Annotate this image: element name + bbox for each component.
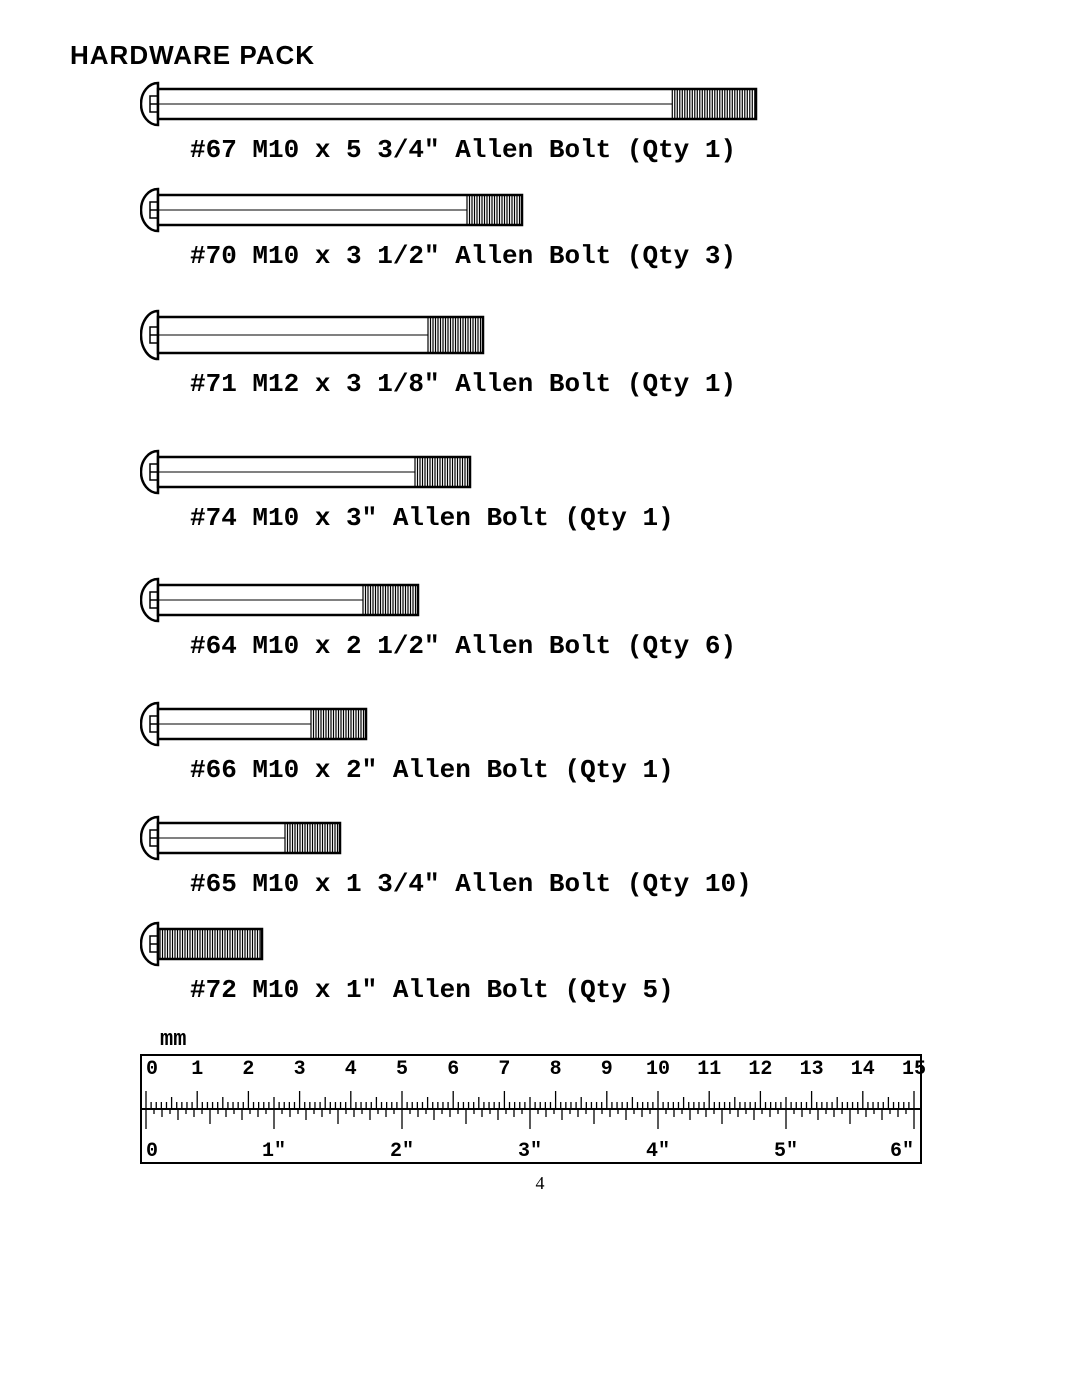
bolt-label: #65 M10 x 1 3/4" Allen Bolt (Qty 10) <box>190 869 1010 899</box>
ruler-cm-number: 6 <box>447 1058 459 1081</box>
bolt-icon <box>140 309 503 361</box>
bolt-icon <box>140 815 360 861</box>
ruler-cm-number: 15 <box>902 1058 926 1081</box>
bolt-icon <box>140 81 776 127</box>
bolt-icon <box>140 921 282 967</box>
ruler-inch-number: 5" <box>774 1140 798 1163</box>
ruler-cm-number: 0 <box>146 1058 158 1081</box>
page-title: HARDWARE PACK <box>70 40 1010 71</box>
bolt-icon <box>140 187 542 233</box>
bolt-label: #72 M10 x 1" Allen Bolt (Qty 5) <box>190 975 1010 1005</box>
ruler-inch-number: 4" <box>646 1140 670 1163</box>
bolt-label: #71 M12 x 3 1/8" Allen Bolt (Qty 1) <box>190 369 1010 399</box>
ruler-cm-number: 13 <box>800 1058 824 1081</box>
ruler-cm-number: 3 <box>294 1058 306 1081</box>
ruler-cm-number: 4 <box>345 1058 357 1081</box>
ruler-cm-number: 8 <box>550 1058 562 1081</box>
bolts-list: #67 M10 x 5 3/4" Allen Bolt (Qty 1) #70 M… <box>70 81 1010 1005</box>
ruler-inch-number: 3" <box>518 1140 542 1163</box>
bolt-item: #64 M10 x 2 1/2" Allen Bolt (Qty 6) <box>140 577 1010 661</box>
bolt-item: #67 M10 x 5 3/4" Allen Bolt (Qty 1) <box>140 81 1010 165</box>
bolt-icon <box>140 449 490 495</box>
ruler-cm-number: 14 <box>851 1058 875 1081</box>
bolt-item: #70 M10 x 3 1/2" Allen Bolt (Qty 3) <box>140 187 1010 271</box>
ruler-cm-number: 2 <box>242 1058 254 1081</box>
ruler-block: mm 012345678910111213141501"2"3"4"5"6" <box>140 1027 1010 1169</box>
ruler-cm-number: 10 <box>646 1058 670 1081</box>
ruler-cm-number: 12 <box>748 1058 772 1081</box>
ruler-cm-number: 11 <box>697 1058 721 1081</box>
hardware-pack-page: HARDWARE PACK #67 M10 x 5 3/4" Allen Bol… <box>0 0 1080 1214</box>
ruler-inch-number: 2" <box>390 1140 414 1163</box>
ruler-cm-number: 1 <box>191 1058 203 1081</box>
bolt-label: #70 M10 x 3 1/2" Allen Bolt (Qty 3) <box>190 241 1010 271</box>
bolt-item: #74 M10 x 3" Allen Bolt (Qty 1) <box>140 449 1010 533</box>
bolt-icon <box>140 577 438 623</box>
page-number: 4 <box>70 1173 1010 1194</box>
ruler-graphic: 012345678910111213141501"2"3"4"5"6" <box>140 1054 1010 1169</box>
bolt-item: #65 M10 x 1 3/4" Allen Bolt (Qty 10) <box>140 815 1010 899</box>
bolt-icon <box>140 701 386 747</box>
bolt-label: #74 M10 x 3" Allen Bolt (Qty 1) <box>190 503 1010 533</box>
ruler-inch-number: 0 <box>146 1140 158 1163</box>
ruler-inch-number: 1" <box>262 1140 286 1163</box>
ruler-mm-label: mm <box>160 1027 1010 1052</box>
ruler-cm-number: 9 <box>601 1058 613 1081</box>
ruler-inch-number: 6" <box>890 1140 914 1163</box>
bolt-item: #72 M10 x 1" Allen Bolt (Qty 5) <box>140 921 1010 1005</box>
bolt-item: #66 M10 x 2" Allen Bolt (Qty 1) <box>140 701 1010 785</box>
ruler-cm-number: 5 <box>396 1058 408 1081</box>
bolt-label: #66 M10 x 2" Allen Bolt (Qty 1) <box>190 755 1010 785</box>
bolt-item: #71 M12 x 3 1/8" Allen Bolt (Qty 1) <box>140 309 1010 399</box>
bolt-label: #67 M10 x 5 3/4" Allen Bolt (Qty 1) <box>190 135 1010 165</box>
ruler-cm-number: 7 <box>498 1058 510 1081</box>
bolt-label: #64 M10 x 2 1/2" Allen Bolt (Qty 6) <box>190 631 1010 661</box>
